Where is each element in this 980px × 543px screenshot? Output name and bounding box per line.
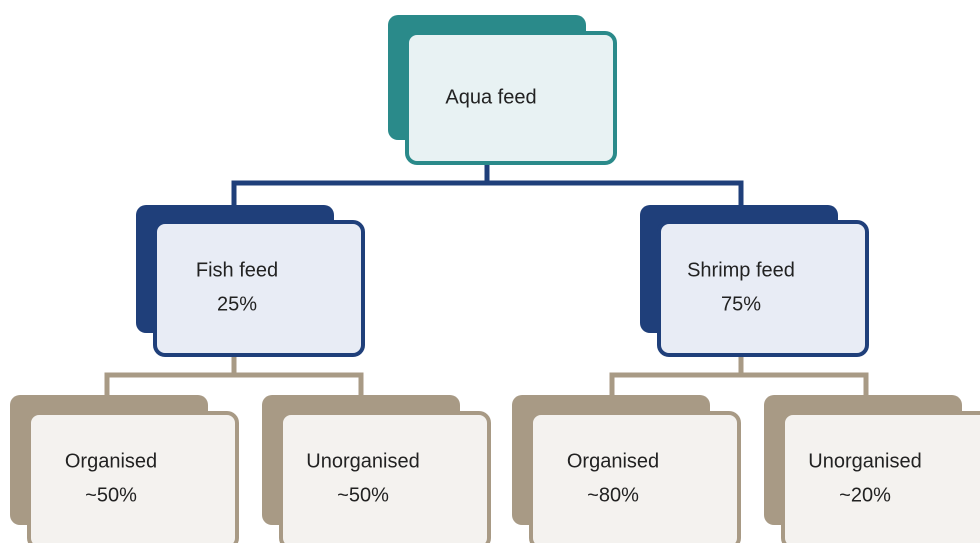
node-share: ~80% [587,484,639,506]
node-label: Unorganised [808,450,921,472]
node-share: ~50% [85,484,137,506]
connector [104,355,364,395]
node-share: 75% [721,293,761,315]
connector [231,160,744,205]
node-label: Shrimp feed [687,259,795,281]
node-label: Organised [567,450,659,472]
node-share: 25% [217,293,257,315]
connectors [104,160,869,395]
node-box [405,31,617,165]
node-box [153,220,365,357]
nodes: Aqua feed Fish feed 25% Shrimp feed 75% Organ… [10,15,980,543]
node-label: Fish feed [196,259,278,281]
node-box [529,411,741,543]
node-label: Unorganised [306,450,419,472]
node-share: ~20% [839,484,891,506]
node-box [279,411,491,543]
node-box [657,220,869,357]
node-label: Organised [65,450,157,472]
node-box [27,411,239,543]
node-share: ~50% [337,484,389,506]
node-box [781,411,980,543]
node-label: Aqua feed [445,86,536,108]
connector [609,355,869,395]
